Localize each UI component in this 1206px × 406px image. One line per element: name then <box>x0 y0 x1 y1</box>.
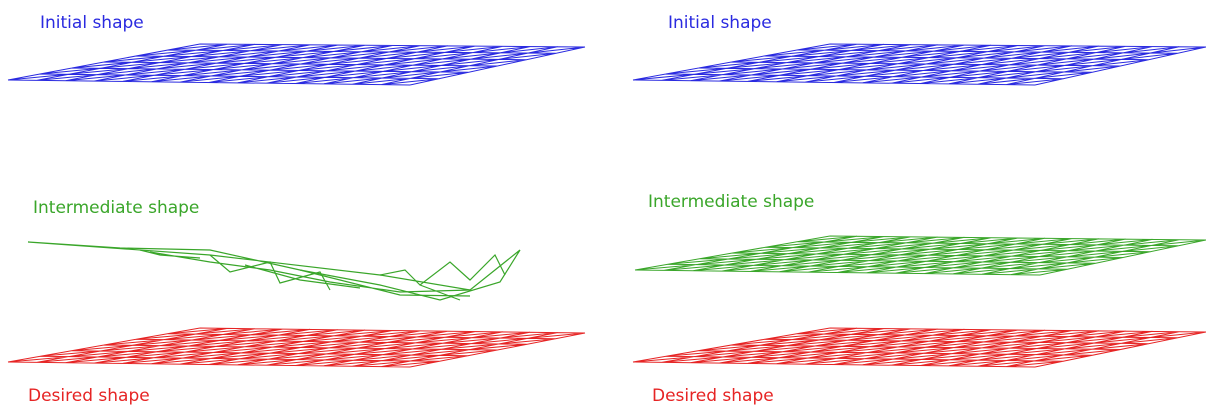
desired-mesh <box>633 328 1206 367</box>
figure: Initial shape Intermediate shape Desired… <box>0 0 1206 406</box>
initial-mesh <box>8 44 585 85</box>
initial-label: Initial shape <box>40 13 144 33</box>
desired-mesh <box>8 328 585 367</box>
intermediate-label: Intermediate shape <box>33 198 199 218</box>
initial-label: Initial shape <box>668 13 772 33</box>
deformed-mesh <box>28 242 520 300</box>
initial-mesh <box>633 44 1206 85</box>
intermediate-label: Intermediate shape <box>648 192 814 212</box>
desired-label: Desired shape <box>28 386 150 406</box>
desired-label: Desired shape <box>652 386 774 406</box>
intermediate-mesh <box>635 236 1206 275</box>
